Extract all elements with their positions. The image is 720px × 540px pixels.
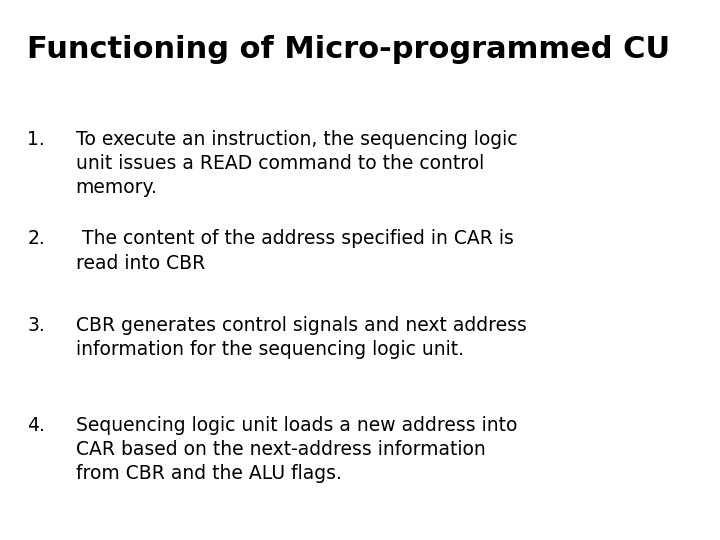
Text: To execute an instruction, the sequencing logic
unit issues a READ command to th: To execute an instruction, the sequencin… (76, 130, 517, 197)
Text: Functioning of Micro-programmed CU: Functioning of Micro-programmed CU (27, 35, 670, 64)
Text: 1.: 1. (27, 130, 45, 148)
Text: 2.: 2. (27, 230, 45, 248)
Text: The content of the address specified in CAR is
read into CBR: The content of the address specified in … (76, 230, 513, 273)
Text: CBR generates control signals and next address
information for the sequencing lo: CBR generates control signals and next a… (76, 316, 526, 359)
Text: 3.: 3. (27, 316, 45, 335)
Text: Sequencing logic unit loads a new address into
CAR based on the next-address inf: Sequencing logic unit loads a new addres… (76, 416, 517, 483)
Text: 4.: 4. (27, 416, 45, 435)
